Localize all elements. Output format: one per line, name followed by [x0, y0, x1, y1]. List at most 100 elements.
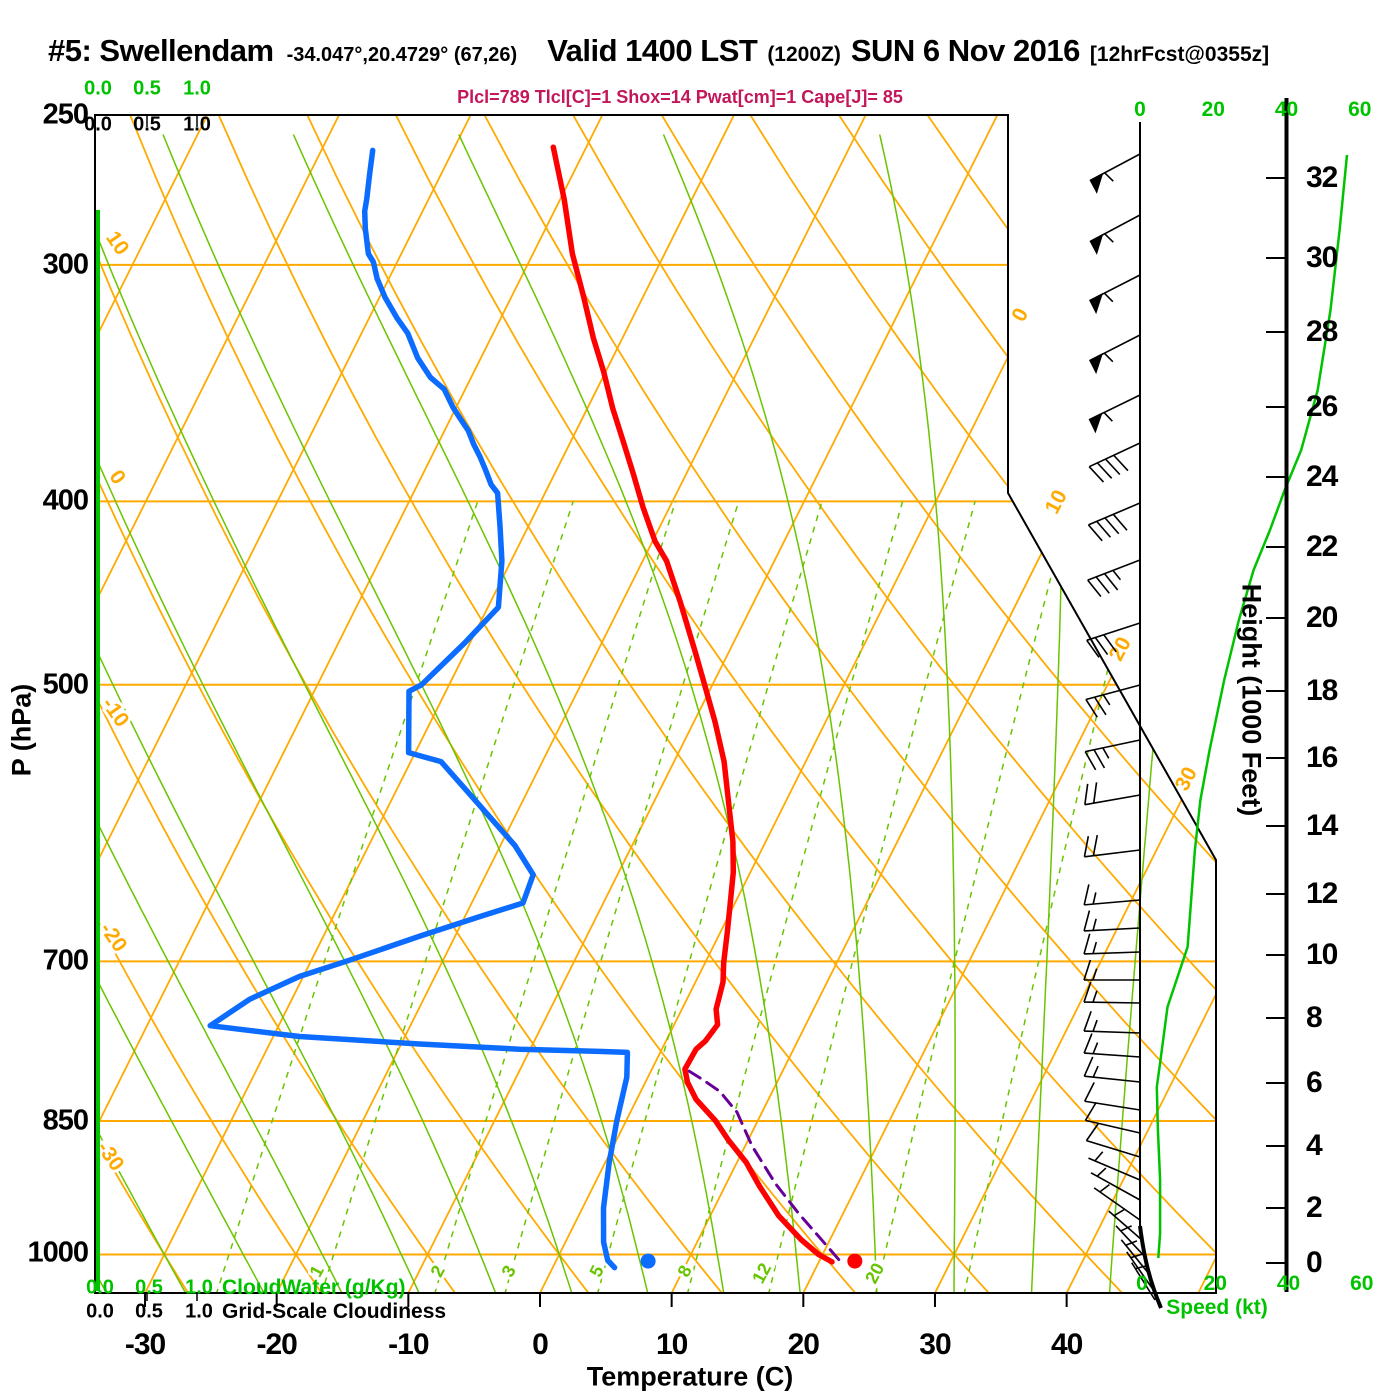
- mixing-ratio-label: 3: [498, 1262, 520, 1280]
- mixing-ratio-line: [874, 501, 1072, 1293]
- wind-barb: [1088, 502, 1141, 526]
- wind-barb-half: [1092, 990, 1098, 1003]
- wind-barb-half: [1112, 569, 1122, 581]
- moist-adiabat-line: [95, 134, 266, 1293]
- dry-adiabat-line: [95, 115, 324, 1293]
- wind-barb: [1086, 1139, 1141, 1158]
- speed-scale-top: 60: [1348, 98, 1372, 121]
- moist-adiabat-line: [95, 134, 497, 1293]
- mixing-ratio-line: [320, 501, 574, 1293]
- wind-barb-half: [1092, 1019, 1098, 1032]
- mixing-ratio-line: [503, 501, 740, 1293]
- pressure-tick-label: 700: [42, 944, 89, 977]
- speed-scale-bottom: 20: [1203, 1272, 1227, 1295]
- isotherm-line: [1330, 115, 1400, 1293]
- isotherm-line: [95, 115, 604, 1293]
- wind-barb-full: [1093, 749, 1106, 769]
- cloudwater-axis-label: CloudWater (g/Kg): [222, 1276, 406, 1299]
- dry-adiabat-line: [129, 115, 858, 1293]
- wind-barb-full: [1095, 576, 1110, 594]
- forecast-tag: [12hrFcst@0355z]: [1089, 43, 1270, 66]
- pressure-tick-label: 400: [42, 484, 89, 517]
- temp-tick-label: 30: [919, 1328, 951, 1361]
- wind-barb-half: [1135, 1264, 1148, 1270]
- valid-time: Valid 1400 LST: [547, 33, 758, 68]
- moist-adiabat-line: [878, 134, 956, 1293]
- wind-barb-half: [1092, 892, 1097, 905]
- station-coords: -34.047°,20.4729° (67,26): [286, 44, 518, 66]
- wind-barb-pennant: [1089, 352, 1104, 375]
- moist-adiabat-line: [95, 134, 188, 1293]
- height-tick-label: 30: [1306, 241, 1338, 274]
- wind-barb-full: [1096, 462, 1113, 479]
- wind-barbs-layer: [1083, 153, 1156, 1301]
- wind-barb-half: [1120, 1225, 1132, 1232]
- moist-adiabat-line: [292, 134, 725, 1293]
- moist-adiabat-line: [95, 134, 344, 1293]
- wind-barb-full: [1083, 1011, 1092, 1032]
- mixing-ratio-label: 5: [586, 1262, 608, 1280]
- height-tick-label: 14: [1306, 809, 1338, 842]
- wind-barb: [1085, 1119, 1141, 1134]
- wind-barb: [1093, 1187, 1141, 1221]
- isotherm-line: [275, 115, 867, 1293]
- wind-barb-full: [1083, 981, 1092, 1003]
- cloudwater-scale-bottom: 0.0: [86, 1276, 114, 1299]
- height-axis-title: Height (1000 Feet): [1236, 583, 1267, 817]
- moist-adiabat-line: [458, 134, 802, 1293]
- isotherm-line: [95, 115, 340, 1293]
- isotherm-line: [144, 115, 735, 1293]
- isotherm-label: 0: [1007, 304, 1033, 325]
- wind-barb-full: [1088, 466, 1105, 483]
- height-tick-label: 2: [1306, 1191, 1323, 1224]
- dry-adiabat-line: [749, 115, 1216, 1293]
- wind-barb-full: [1083, 1082, 1095, 1102]
- temp-tick-label: -10: [388, 1328, 429, 1361]
- parcel_ascent-curve: [687, 1069, 841, 1262]
- wind-barb-half: [1102, 694, 1111, 706]
- height-tick-label: 28: [1306, 315, 1338, 348]
- mixing-ratio-line: [433, 501, 677, 1293]
- surface-temperature-dot: [847, 1253, 863, 1269]
- speed-scale-top: 40: [1274, 98, 1299, 121]
- wind-barb-half: [1099, 1183, 1110, 1193]
- cloudwater-scale-top: 1.0: [183, 77, 211, 100]
- wind-barb-half: [1092, 1042, 1099, 1055]
- wind-barb-half: [1092, 918, 1097, 931]
- wind-barb: [1088, 1157, 1141, 1181]
- wind-barb-pennant: [1088, 412, 1103, 434]
- wind-barb: [1085, 684, 1141, 701]
- wind-barb-pennant: [1089, 172, 1104, 194]
- wind-barb-half: [1103, 411, 1113, 422]
- temp-tick-label: -30: [124, 1328, 166, 1361]
- height-tick-label: 0: [1306, 1246, 1323, 1279]
- dry-adiabat-line: [217, 115, 991, 1293]
- wind-barb: [1084, 1100, 1141, 1111]
- wind-barb-full: [1112, 513, 1128, 531]
- wind-barb: [1084, 1075, 1141, 1083]
- dewpoint-curve: [207, 147, 631, 1271]
- wind-barb-full: [1083, 910, 1091, 932]
- wind-barb-half: [1104, 233, 1114, 243]
- wind-barb: [1083, 1001, 1141, 1004]
- valid-zulu: (1200Z): [767, 43, 841, 66]
- mixing-ratio-line: [596, 501, 823, 1293]
- wind-barb-full: [1092, 782, 1098, 804]
- cloudiness-scale-bottom: 0.5: [135, 1300, 163, 1323]
- temp-tick-label: -20: [256, 1328, 297, 1361]
- wind-barb: [1084, 794, 1141, 806]
- cloudiness-axis-label: Grid-Scale Cloudiness: [222, 1300, 447, 1323]
- wind-barb-full: [1087, 524, 1103, 542]
- wind-barb-full: [1083, 884, 1090, 906]
- wind-barb-full: [1084, 751, 1097, 771]
- height-tick-label: 20: [1306, 601, 1338, 634]
- grid-layer: [95, 115, 1400, 1293]
- wind-barb-full: [1084, 783, 1089, 805]
- wind-barb-full: [1085, 699, 1098, 718]
- mixing-ratio-line: [686, 501, 904, 1293]
- isotherm-label: 10: [1041, 486, 1072, 517]
- temp-tick-label: 10: [655, 1328, 688, 1361]
- height-tick-label: 8: [1306, 1001, 1323, 1034]
